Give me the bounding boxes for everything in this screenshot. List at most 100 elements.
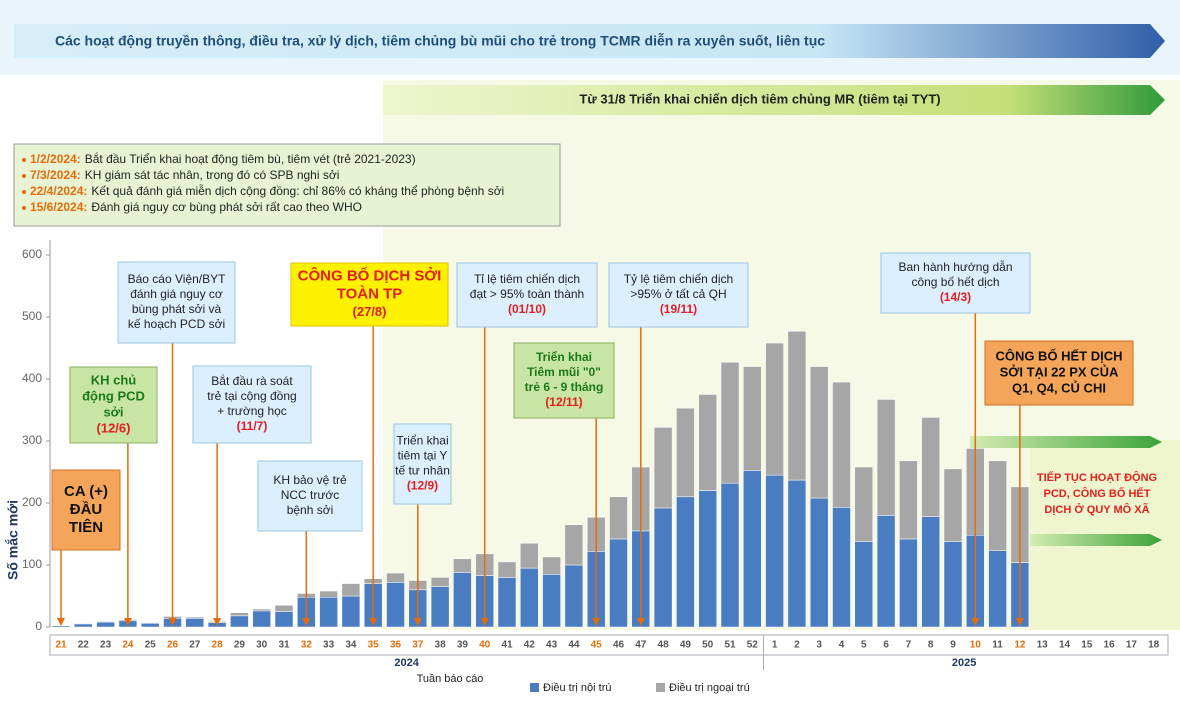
annotation-text: đánh giá nguy cơ [130, 287, 223, 301]
bar [185, 618, 205, 628]
bullet-text: Bắt đầu Triển khai hoạt động tiêm bù, ti… [85, 151, 416, 166]
bar [542, 556, 561, 575]
annotation-date: (11/7) [237, 419, 268, 433]
x-tick-label: 12 [1014, 640, 1026, 651]
bar [341, 595, 361, 628]
x-tick-label: 1 [772, 640, 778, 651]
y-tick-label: 300 [22, 433, 42, 447]
annotation-date: (12/11) [545, 395, 582, 409]
bar [564, 564, 584, 628]
annotation-text: ĐẦU [70, 501, 103, 518]
banner-campaign: Từ 31/8 Triển khai chiến dịch tiêm chủng… [579, 91, 940, 106]
bar [832, 381, 851, 508]
annotation-box [608, 262, 749, 328]
annotation-box [51, 469, 121, 551]
x-tick-label: 14 [1059, 640, 1071, 651]
x-tick-label: 45 [591, 640, 603, 651]
annotation-text: bùng phát sởi và [132, 302, 222, 316]
bar [74, 623, 93, 628]
bar [564, 524, 584, 566]
x-axis-label: Tuần báo cáo [417, 673, 484, 685]
annotation-text: KH bảo vệ trẻ [273, 473, 347, 487]
bar [542, 574, 561, 628]
x-tick-label: 38 [435, 640, 447, 651]
y-tick-label: 500 [22, 309, 42, 323]
x-tick-label: 5 [861, 640, 867, 651]
bar [653, 507, 673, 628]
annotation-date: (19/11) [660, 302, 697, 316]
banner-top: Các hoạt động truyền thông, điều tra, xử… [55, 33, 825, 49]
bar [765, 342, 784, 476]
annotation-box [456, 262, 598, 328]
banner-campaign-shape [383, 85, 1165, 115]
bar [787, 479, 807, 628]
x-tick-label: 51 [724, 640, 736, 651]
annotation-arrowhead [302, 618, 311, 626]
y-tick-label: 600 [22, 247, 42, 261]
x-tick-label: 39 [457, 640, 469, 651]
bar [497, 577, 517, 628]
annotation-arrowhead [592, 618, 601, 626]
x-tick-label: 2 [794, 640, 800, 651]
annotation-text: + trường học [217, 404, 287, 418]
bar [96, 621, 115, 628]
bullet-date: 15/6/2024: [30, 200, 87, 214]
annotation-arrowhead [168, 618, 177, 626]
bar [609, 496, 628, 540]
annotation-text: SỞI TẠI 22 PX CỦA [1000, 364, 1119, 379]
bar [943, 468, 963, 542]
annotation-text: Ban hành hướng dẫn [899, 259, 1013, 274]
annotation-box [513, 342, 615, 419]
annotation-text: Tiêm mũi "0" [527, 365, 601, 379]
banner-top-shape [14, 24, 1165, 58]
annotation-arrowhead [57, 618, 65, 626]
bar [988, 550, 1007, 628]
y-axis-label: Số mắc mới [4, 500, 21, 580]
bar [809, 497, 829, 628]
y-tick-label: 0 [35, 619, 42, 633]
bar [430, 577, 450, 587]
x-tick-label: 29 [234, 640, 246, 651]
bar [341, 583, 361, 597]
x-tick-label: 6 [883, 640, 889, 651]
y-tick-label: 400 [22, 371, 42, 385]
x-tick-label: 43 [546, 640, 558, 651]
x-tick-label: 8 [928, 640, 934, 651]
annotation-text: sởi [103, 404, 123, 419]
x-tick-label: 36 [390, 640, 402, 651]
x-tick-label: 52 [747, 640, 759, 651]
arrow-deco [1030, 534, 1162, 546]
annotation-date: (27/8) [353, 304, 387, 319]
legend-swatch [656, 683, 665, 692]
bar [274, 611, 294, 628]
x-tick-label: 47 [635, 640, 647, 651]
annotation-text: Q1, Q4, CỦ CHI [1012, 380, 1106, 395]
bar [720, 482, 740, 628]
bar [743, 366, 762, 472]
x-tick-label: 16 [1104, 640, 1116, 651]
annotation-arrowhead [213, 618, 222, 626]
bar [140, 622, 160, 624]
bullet-box [13, 143, 561, 227]
annotation-text: trẻ tại cộng đồng [207, 389, 296, 403]
bar [988, 460, 1007, 551]
bullet-text: Đánh giá nguy cơ bùng phát sởi rất cao t… [91, 200, 362, 214]
x-tick-label: 30 [256, 640, 268, 651]
bar [676, 496, 695, 628]
annotation-text: Bắt đầu rà soát [211, 373, 293, 388]
bar [876, 399, 896, 516]
x-tick-label: 50 [702, 640, 714, 651]
bar [497, 561, 517, 578]
bar [787, 331, 807, 481]
side-note: DỊCH Ở QUY MÔ XÃ [1044, 503, 1149, 516]
bar [854, 541, 874, 628]
x-tick-label: 33 [323, 640, 335, 651]
x-tick-label: 31 [278, 640, 290, 651]
annotation-text: CÔNG BỐ HẾT DỊCH [995, 348, 1122, 363]
bar [876, 515, 896, 628]
annotation-box [117, 261, 236, 344]
bar [809, 366, 829, 499]
annotation-arrowhead [1015, 618, 1024, 626]
side-note: PCD, CÔNG BỐ HẾT [1044, 486, 1151, 500]
